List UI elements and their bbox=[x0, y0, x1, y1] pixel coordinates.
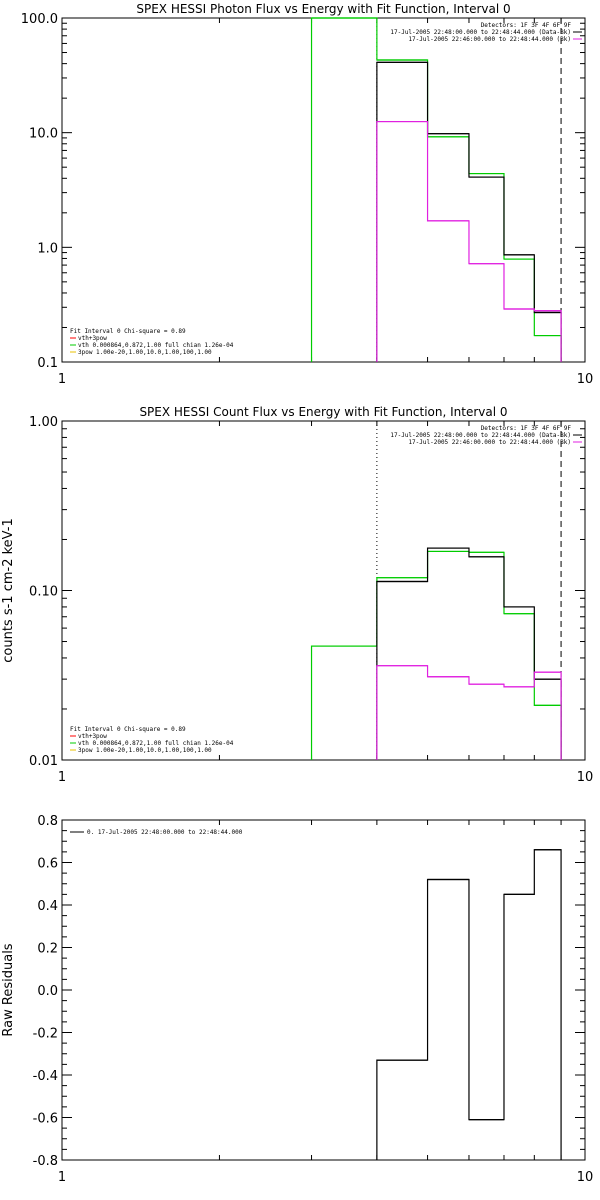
y-axis-label: Raw Residuals bbox=[1, 943, 16, 1036]
x-tick-label: 10 bbox=[577, 372, 594, 387]
y-tick-label: 0.6 bbox=[37, 857, 58, 872]
chart-panel-3: Raw Residuals -0.8 -0.6 -0.4 -0.2 0.0 0.2 0.4 0.… bbox=[1, 814, 593, 1185]
y-tick-label: 100.0 bbox=[21, 12, 58, 27]
y-tick-label: 0.01 bbox=[29, 754, 58, 769]
y-tick-label: -0.6 bbox=[33, 1112, 58, 1127]
chart-panel-2: SPEX HESSI Count Flux vs Energy with Fit… bbox=[1, 405, 593, 785]
legend-entry: 17-Jul-2005 22:48:00.000 to 22:48:44.000… bbox=[390, 432, 571, 439]
chart-title: SPEX HESSI Photon Flux vs Energy with Fi… bbox=[136, 2, 510, 16]
x-tick-label: 1 bbox=[58, 770, 66, 785]
chart-title: SPEX HESSI Count Flux vs Energy with Fit… bbox=[139, 405, 507, 419]
series-black-histogram bbox=[376, 547, 562, 760]
y-tick-label: 0.1 bbox=[37, 356, 58, 371]
series-black-histogram bbox=[376, 849, 562, 1160]
fit-legend-entry: vth+3pow bbox=[78, 733, 107, 740]
y-tick-label: 0.10 bbox=[29, 585, 58, 600]
x-tick-label: 1 bbox=[58, 1170, 66, 1185]
y-tick-label: -0.8 bbox=[33, 1154, 58, 1169]
series-magenta-histogram bbox=[376, 665, 562, 760]
y-tick-label: 10.0 bbox=[29, 127, 58, 142]
x-tick-label: 10 bbox=[577, 1170, 594, 1185]
chart-panel-1: SPEX HESSI Photon Flux vs Energy with Fi… bbox=[21, 2, 593, 387]
y-tick-label: 0.2 bbox=[37, 942, 58, 957]
series-green-histogram bbox=[310, 17, 562, 362]
y-tick-label: -0.2 bbox=[33, 1027, 58, 1042]
legend-entry: 17-Jul-2005 22:46:00.000 to 22:48:44.000… bbox=[408, 439, 571, 446]
y-axis-label: counts s-1 cm-2 keV-1 bbox=[1, 518, 16, 663]
legend-entry: 17-Jul-2005 22:48:00.000 to 22:48:44.000… bbox=[390, 29, 571, 36]
legend-entry: Detectors: 1F 3F 4F 6F 9F bbox=[481, 425, 572, 432]
fit-legend-entry: 3pow 1.00e-20,1.00,10.0,1.00,100,1.00 bbox=[78, 747, 212, 754]
x-tick-label: 10 bbox=[577, 770, 594, 785]
y-tick-label: 0.4 bbox=[37, 899, 58, 914]
series-green-histogram bbox=[310, 550, 562, 760]
legend-entry: 0. 17-Jul-2005 22:48:00.000 to 22:48:44.… bbox=[87, 829, 243, 836]
fit-legend-entry: vth+3pow bbox=[78, 335, 107, 342]
series-black-histogram bbox=[376, 61, 562, 362]
fit-legend-entry: vth 0.000864,0.872,1.00 full chian 1.26e… bbox=[78, 342, 234, 349]
legend-entry: Detectors: 1F 3F 4F 6F 9F bbox=[481, 22, 572, 29]
fit-legend-entry: Fit Interval 0 Chi-square = 0.89 bbox=[70, 726, 186, 733]
y-tick-label: 0.0 bbox=[37, 984, 58, 999]
y-tick-label: 1.0 bbox=[37, 241, 58, 256]
plot-frame bbox=[61, 420, 586, 761]
fit-legend-entry: Fit Interval 0 Chi-square = 0.89 bbox=[70, 328, 186, 335]
y-tick-label: 0.8 bbox=[37, 814, 58, 829]
plot-frame bbox=[61, 819, 586, 1161]
fit-legend-entry: vth 0.000864,0.872,1.00 full chian 1.26e… bbox=[78, 740, 234, 747]
plot-frame bbox=[61, 17, 586, 363]
y-tick-label: 1.00 bbox=[29, 415, 58, 430]
x-tick-label: 1 bbox=[58, 372, 66, 387]
fit-legend-entry: 3pow 1.00e-20,1.00,10.0,1.00,100,1.00 bbox=[78, 349, 212, 356]
legend-entry: 17-Jul-2005 22:46:00.000 to 22:48:44.000… bbox=[408, 36, 571, 43]
y-tick-label: -0.4 bbox=[33, 1069, 58, 1084]
